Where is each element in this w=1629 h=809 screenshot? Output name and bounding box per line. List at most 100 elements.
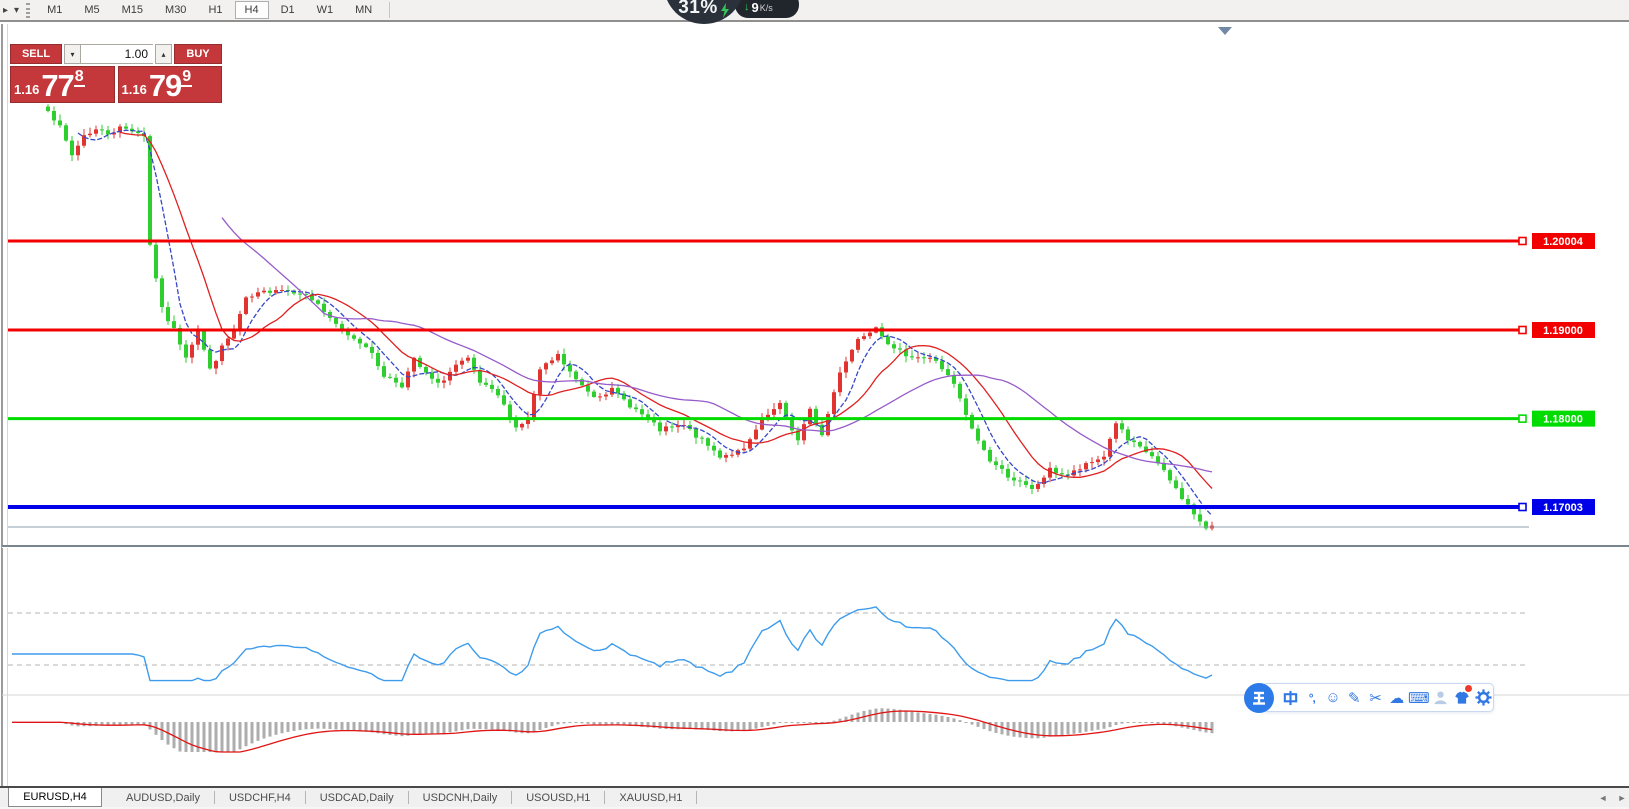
candle-body: [1198, 514, 1202, 522]
macd-bar: [712, 722, 716, 731]
macd-bar: [508, 722, 512, 732]
macd-bar: [982, 722, 986, 730]
toolbar-grip-handle[interactable]: [26, 2, 31, 18]
candle-body: [184, 344, 188, 358]
chart-area[interactable]: [0, 24, 1629, 786]
scissors-icon[interactable]: ✂: [1369, 689, 1382, 707]
timeframe-d1-button[interactable]: D1: [280, 4, 295, 16]
candle-body: [664, 426, 668, 432]
hline-1.17003[interactable]: 1.17003: [8, 499, 1595, 516]
candle-body: [46, 106, 50, 111]
macd-bar: [922, 713, 926, 722]
tab-usdcad-daily[interactable]: USDCAD,Daily: [306, 791, 409, 804]
candle-body: [406, 371, 410, 388]
tab-xauusd-h1[interactable]: XAUUSD,H1: [605, 791, 698, 804]
macd-bar: [916, 712, 920, 722]
candle-body: [52, 110, 56, 121]
hline-1.19000[interactable]: 1.19000: [8, 321, 1595, 338]
toolbar-separator: [389, 2, 391, 18]
sell-button[interactable]: SELL: [10, 44, 62, 64]
candle-body: [622, 393, 626, 400]
macd-bar: [874, 708, 878, 722]
candle-body: [250, 296, 254, 298]
ime-logo-icon[interactable]: [1244, 683, 1274, 713]
candle-body: [472, 357, 476, 370]
macd-bar: [520, 722, 524, 734]
hline-1.18000[interactable]: 1.18000: [8, 410, 1595, 427]
timeframe-h1-button[interactable]: H1: [208, 4, 223, 16]
candle-body: [832, 392, 836, 415]
tab-eurusd-h4[interactable]: EURUSD,H4: [8, 788, 102, 807]
volume-increase-button[interactable]: ▴: [155, 44, 172, 64]
tabs-scroll-right-icon[interactable]: ►: [1617, 792, 1627, 803]
candle-body: [328, 311, 332, 318]
tab-audusd-daily[interactable]: AUDUSD,Daily: [112, 791, 215, 804]
buy-price-display[interactable]: 1.16 79 9: [117, 66, 222, 103]
macd-bar: [742, 722, 746, 731]
hline-1.20004[interactable]: 1.20004: [8, 233, 1595, 249]
macd-bar: [226, 722, 230, 752]
chart-autoscroll-marker-icon[interactable]: [1218, 27, 1232, 35]
volume-decrease-button[interactable]: ▾: [64, 44, 81, 64]
account-icon[interactable]: [1431, 687, 1450, 709]
buy-price-prefix: 1.16: [121, 82, 147, 97]
tab-usdcnh-daily[interactable]: USDCNH,Daily: [409, 791, 513, 804]
candle-body: [304, 294, 308, 296]
skin-icon[interactable]: [1453, 684, 1472, 709]
candle-body: [322, 303, 326, 312]
toolbar-overflow-arrow-icon[interactable]: ▸: [3, 4, 9, 16]
candle-body: [88, 133, 92, 136]
timeframe-m1-button[interactable]: M1: [47, 4, 63, 16]
candle-body: [256, 292, 260, 297]
settings-gear-icon[interactable]: [1474, 687, 1493, 709]
punctuation-icon[interactable]: °,: [1308, 690, 1316, 705]
macd-bar: [1108, 722, 1112, 728]
candle-body: [376, 352, 380, 367]
hlines-layer: 1.20004 1.19000 1.18000 1.17003: [8, 233, 1595, 528]
toolbar-dropdown-icon[interactable]: ▾: [14, 4, 20, 16]
timeframe-m15-button[interactable]: M15: [121, 4, 144, 16]
macd-bar: [214, 722, 218, 752]
timeframe-w1-button[interactable]: W1: [316, 4, 334, 16]
macd-bar: [1132, 722, 1136, 723]
buy-button[interactable]: BUY: [174, 44, 222, 64]
emoji-icon[interactable]: ☺: [1325, 689, 1341, 706]
timeframe-h4-button[interactable]: H4: [234, 1, 269, 19]
network-speed-overlay[interactable]: ↓ 9 K/s: [735, 0, 799, 18]
macd-bar: [412, 722, 416, 735]
handwriting-icon[interactable]: ✎: [1347, 689, 1361, 707]
candle-body: [1024, 481, 1028, 485]
macd-bar: [970, 722, 974, 725]
sell-price-display[interactable]: 1.16 77 8: [10, 66, 115, 103]
keyboard-icon[interactable]: ⌨: [1407, 689, 1430, 707]
candle-body: [268, 290, 272, 293]
timeframe-m30-button[interactable]: M30: [165, 4, 187, 16]
candle-body: [292, 290, 296, 294]
candle-body: [202, 331, 206, 350]
macd-bar: [676, 722, 680, 730]
macd-bar: [100, 722, 104, 726]
hline-price-label: [1532, 410, 1595, 427]
macd-bar: [766, 722, 770, 726]
candle-body: [454, 364, 458, 372]
candle-body: [916, 357, 920, 359]
macd-bar: [664, 722, 668, 730]
timeframe-m5-button[interactable]: M5: [84, 4, 100, 16]
ma-layer-2: [221, 217, 1213, 473]
tabs-scroll-left-icon[interactable]: ◄: [1598, 792, 1608, 803]
tab-usdchf-h4[interactable]: USDCHF,H4: [215, 791, 306, 804]
candle-body: [580, 379, 584, 386]
macd-bar: [748, 722, 752, 730]
timeframe-mn-button[interactable]: MN: [355, 4, 373, 16]
macd-bar: [538, 722, 542, 730]
volume-input[interactable]: 1.00: [81, 44, 153, 64]
candle-body: [502, 395, 506, 405]
macd-bar: [724, 722, 728, 732]
candle-body: [724, 455, 728, 458]
candle-body: [562, 353, 566, 365]
tab-usousd-h1[interactable]: USOUSD,H1: [512, 791, 606, 804]
macd-bar: [1000, 722, 1004, 735]
macd-bar: [106, 722, 110, 726]
cloud-icon[interactable]: ☁: [1389, 689, 1405, 707]
chinese-mode-icon[interactable]: [1281, 687, 1300, 709]
